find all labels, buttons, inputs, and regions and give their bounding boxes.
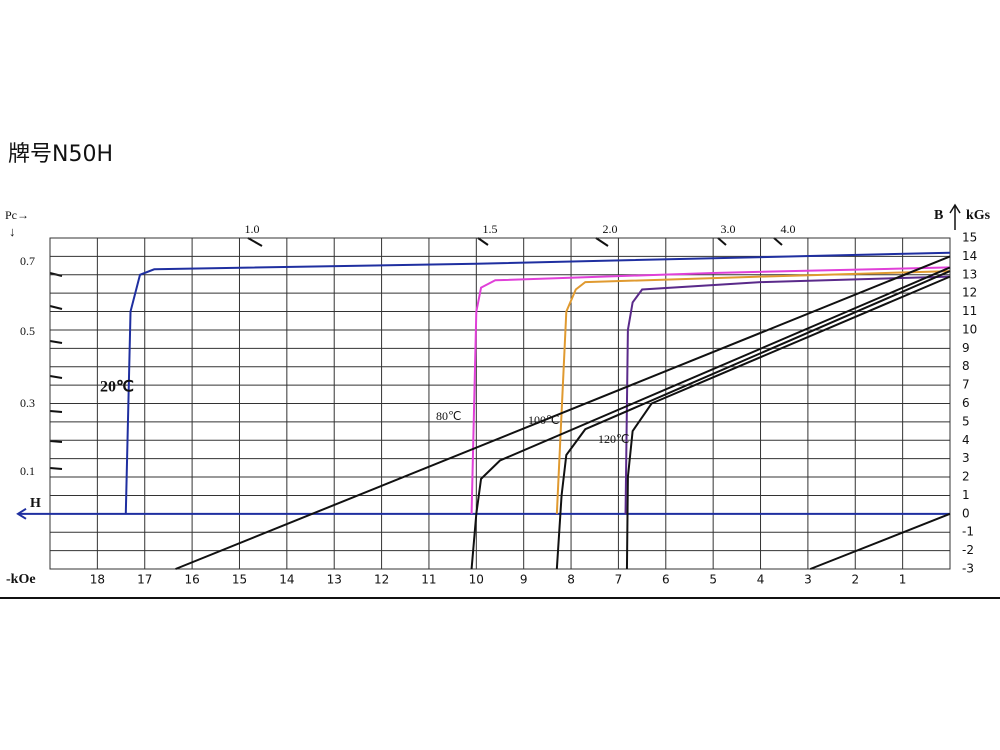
x-tick-label: 6 <box>662 573 670 587</box>
y-arrow-head <box>949 203 961 214</box>
curve-label: 80℃ <box>436 409 461 423</box>
top-label: 3.0 <box>721 222 736 236</box>
curve <box>470 266 951 570</box>
pc-tick-label: 0.1 <box>20 464 35 478</box>
pc-dashes <box>49 237 783 470</box>
x-tick-label: 1 <box>899 573 907 587</box>
pc-arrow: ↓ <box>9 224 16 239</box>
chart-title: 牌号N50H <box>8 142 113 167</box>
top-label: 4.0 <box>781 222 796 236</box>
top-label: 1.5 <box>483 222 498 236</box>
x-tick-label: 7 <box>615 573 623 587</box>
y-tick-label: 0 <box>962 506 970 520</box>
pc-dash <box>49 467 63 470</box>
x-tick-label: 2 <box>851 573 859 587</box>
x-tick-label: 12 <box>374 573 389 587</box>
x-tick-label: 14 <box>279 573 294 587</box>
top-label: 1.0 <box>245 222 260 236</box>
y-tick-label: 5 <box>962 414 970 428</box>
y-tick-label: 7 <box>962 378 970 392</box>
pc-dash <box>49 305 63 310</box>
pc-dash <box>49 375 63 379</box>
h-label: H <box>30 496 41 511</box>
y-tick-label: 11 <box>962 304 977 318</box>
y-tick-label: 4 <box>962 433 970 447</box>
y-tick-label: -3 <box>962 562 974 576</box>
y-tick-label: 12 <box>962 286 977 300</box>
y-tick-label: 2 <box>962 470 970 484</box>
pc-dash <box>49 410 63 413</box>
y-tick-label: 14 <box>962 249 977 263</box>
x-tick-label: 5 <box>709 573 717 587</box>
y-unit: kGs <box>966 208 991 223</box>
y-tick-label: -2 <box>962 543 974 557</box>
curve <box>470 266 951 514</box>
top-dash <box>477 237 489 246</box>
x-tick-label: 3 <box>804 573 812 587</box>
top-dash <box>773 237 783 246</box>
y-tick-label: 13 <box>962 267 977 281</box>
top-label: 2.0 <box>603 222 618 236</box>
y-tick-label: 15 <box>962 231 977 245</box>
y-tick-label: 1 <box>962 488 970 502</box>
x-tick-label: 11 <box>421 573 436 587</box>
pc-dash <box>49 340 63 344</box>
x-tick-label: 10 <box>469 573 484 587</box>
x-tick-label: 13 <box>327 573 342 587</box>
y-tick-label: 9 <box>962 341 970 355</box>
pc-tick-label: 0.5 <box>20 324 35 338</box>
x-tick-label: 4 <box>757 573 765 587</box>
y-tick-label: -1 <box>962 525 974 539</box>
curve <box>809 512 951 570</box>
curve <box>624 275 951 514</box>
top-dash <box>717 237 727 246</box>
curve-label: 120℃ <box>598 432 629 446</box>
h-axis-arrow <box>16 507 27 520</box>
y-tick-label: 3 <box>962 451 970 465</box>
x-label: -kOe <box>6 572 36 587</box>
x-tick-label: 8 <box>567 573 575 587</box>
x-tick-label: 18 <box>90 573 105 587</box>
y-tick-label: 10 <box>962 322 977 336</box>
curve-label: 20℃ <box>100 379 134 396</box>
y-tick-label: 8 <box>962 359 970 373</box>
pc-dash <box>49 440 63 443</box>
y-label: B <box>934 208 943 223</box>
pc-tick-label: 0.7 <box>20 254 35 268</box>
pc-tick-label: 0.3 <box>20 396 35 410</box>
x-tick-label: 9 <box>520 573 528 587</box>
top-dash <box>247 237 263 247</box>
x-tick-label: 17 <box>137 573 152 587</box>
curve <box>175 255 951 570</box>
x-tick-label: 16 <box>184 573 199 587</box>
x-tick-label: 15 <box>232 573 247 587</box>
curve <box>625 275 951 570</box>
pc-label: Pc→ <box>5 208 29 222</box>
y-tick-label: 6 <box>962 396 970 410</box>
curve <box>555 270 951 570</box>
top-dash <box>595 237 609 247</box>
curve <box>124 251 951 514</box>
curve <box>555 270 951 514</box>
